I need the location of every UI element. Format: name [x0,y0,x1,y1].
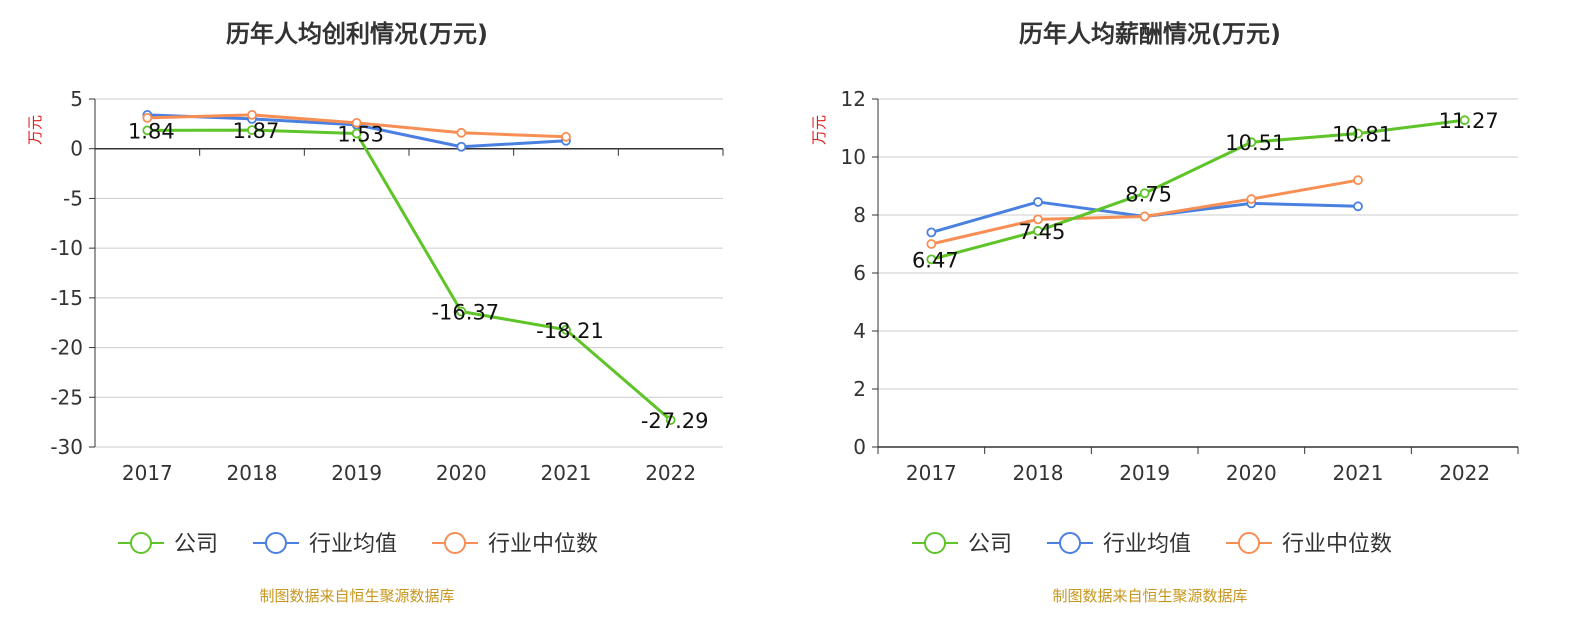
data-point [1353,201,1363,212]
data-label: 10.81 [1332,123,1392,147]
y-tick-label: 4 [853,319,866,343]
data-point [1459,115,1470,126]
legend-item-2: 行业均值 [1047,532,1191,557]
data-point [1139,211,1150,222]
x-tick-label: 2019 [331,461,382,485]
data-point [456,127,467,138]
legend-label: 行业中位数 [1282,532,1392,557]
data-point [1246,137,1257,148]
legend-marker [265,532,287,554]
legend-label: 公司 [174,532,218,557]
x-tick-label: 2021 [1333,461,1384,485]
x-tick-label: 2020 [1226,461,1277,485]
data-point [926,254,937,265]
data-label: 11.27 [1439,109,1499,133]
data-point [247,110,257,120]
data-point [1353,128,1363,139]
data-point [926,227,937,238]
x-tick-label: 2022 [1439,461,1490,485]
y-tick-label: 2 [853,377,866,401]
legend-label: 行业均值 [309,532,397,557]
legend-item-1: 公司 [912,532,1012,557]
source-note: 制图数据来自恒生聚源数据库 [259,587,454,605]
data-label: 8.75 [1125,182,1172,206]
data-point [1033,214,1043,225]
y-tick-label: 10 [841,145,866,169]
data-point [1033,197,1043,207]
chart-1: 历年人均创利情况(万元) 万元 5 0 -5 -10 -15 -20 -25 -30 2017 201… [26,20,724,605]
legend-marker [924,532,946,554]
y-tick-label: -10 [50,236,83,260]
data-point [1033,226,1043,236]
data-point [142,112,153,123]
legend-item-3: 行业中位数 [1226,532,1392,557]
y-axis-unit: 万元 [810,115,828,145]
data-point [351,117,362,128]
x-tick-label: 2020 [436,461,487,485]
legend-label: 行业中位数 [488,532,598,557]
legend-label: 行业均值 [1103,532,1191,557]
data-label: 1.87 [233,119,280,143]
data-point [1139,188,1150,199]
legend-marker [130,532,152,554]
x-tick-label: 2021 [541,461,592,485]
x-tick-label: 2022 [645,461,696,485]
data-point [926,239,937,249]
data-point [142,125,153,136]
legend-marker [1059,532,1081,554]
series-line-1 [147,128,672,422]
data-point [665,415,676,425]
legend-marker [1238,532,1260,554]
data-point [247,125,257,136]
y-tick-label: -15 [50,286,83,310]
data-label: -18.21 [536,319,604,343]
y-tick-label: 0 [853,435,866,459]
x-tick-label: 2017 [906,461,957,485]
y-tick-label: -25 [50,385,83,409]
data-label: 7.45 [1019,220,1066,244]
legend-item-1: 公司 [118,532,218,557]
chart-title: 历年人均创利情况(万元) [226,20,488,48]
chart-2: 历年人均薪酬情况(万元) 万元 12 10 8 6 4 2 0 2017 2018 2019 2020 2… [810,20,1519,605]
data-point [561,131,571,142]
legend-item-2: 行业均值 [253,532,397,557]
data-point [351,128,362,139]
data-label: -27.29 [641,409,709,433]
data-point [456,306,467,317]
source-note: 制图数据来自恒生聚源数据库 [1052,587,1247,605]
y-tick-label: 12 [841,87,866,111]
legend-marker [444,532,466,554]
data-point [1246,194,1257,204]
x-tick-label: 2017 [122,461,173,485]
data-point [561,324,571,335]
data-label: 1.53 [337,123,384,147]
data-label: 1.84 [128,119,175,143]
legend-label: 公司 [968,532,1012,557]
chart-title: 历年人均薪酬情况(万元) [1019,20,1281,48]
x-tick-label: 2019 [1119,461,1170,485]
series-line-1 [930,118,1465,261]
y-tick-label: 5 [70,87,83,111]
x-tick-label: 2018 [227,461,278,485]
y-tick-label: 8 [853,203,866,227]
y-tick-label: -5 [63,186,83,210]
data-point [456,141,467,152]
y-axis-unit: 万元 [26,115,44,145]
data-label: -16.37 [431,300,499,324]
y-tick-label: -30 [50,435,83,459]
data-label: 10.51 [1225,131,1285,155]
data-label: 6.47 [912,248,959,272]
y-tick-label: 6 [853,261,866,285]
legend-item-3: 行业中位数 [432,532,598,557]
y-tick-label: -20 [50,336,83,360]
x-tick-label: 2018 [1013,461,1064,485]
y-tick-label: 0 [70,137,83,161]
data-point [1353,175,1363,186]
